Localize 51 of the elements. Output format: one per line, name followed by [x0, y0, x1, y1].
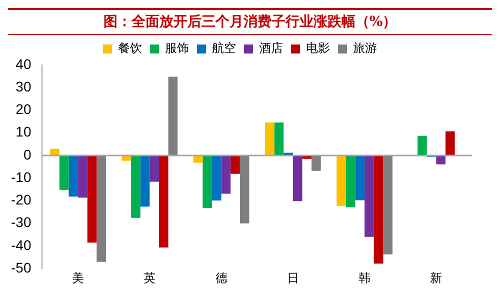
bar [78, 155, 88, 198]
chart-title: 图：全面放开后三个月消费子行业涨跌幅（%） [102, 13, 398, 32]
bar [158, 155, 168, 248]
x-tick-label: 新 [430, 270, 442, 285]
bar [336, 155, 346, 206]
bar [168, 76, 178, 156]
x-tick-label: 美 [72, 270, 84, 285]
x-tick-label: 英 [144, 270, 156, 285]
bar [274, 122, 284, 156]
y-tick-label: 0 [23, 146, 32, 162]
bar [264, 122, 274, 156]
bar [96, 155, 106, 262]
bar [355, 155, 365, 200]
y-tick-label: -30 [11, 214, 32, 230]
y-tick-label: 30 [16, 78, 32, 94]
bar [212, 155, 222, 201]
bar [131, 155, 140, 218]
legend-label: 服饰 [165, 41, 189, 56]
legend-label: 航空 [212, 41, 236, 56]
y-tick-label: -40 [11, 236, 32, 253]
y-tick-label: 20 [16, 101, 32, 118]
y-tick-label: 10 [16, 124, 32, 140]
legend-label: 电影 [306, 41, 330, 56]
bar [346, 155, 356, 208]
y-tick-label: -10 [11, 168, 32, 185]
y-tick-label: -20 [11, 192, 32, 208]
legend-label: 酒店 [259, 41, 283, 56]
bar [150, 155, 159, 182]
bar [436, 155, 446, 164]
bar [87, 155, 97, 243]
legend-label: 餐饮 [118, 41, 142, 56]
bar [202, 155, 212, 208]
bar [418, 136, 427, 156]
bar [59, 155, 69, 190]
legend-label: 旅游 [353, 41, 377, 56]
bar [364, 155, 374, 237]
bar [230, 155, 240, 174]
x-tick-label: 日 [286, 270, 299, 285]
bar [292, 155, 302, 202]
bar [312, 155, 321, 171]
bar [240, 155, 250, 224]
bar [221, 155, 231, 194]
bar [446, 131, 455, 156]
y-tick-label: 40 [16, 56, 32, 72]
bar [374, 155, 384, 264]
x-tick-label: 德 [215, 270, 228, 285]
y-tick-label: -50 [11, 259, 32, 276]
x-tick-label: 韩 [358, 270, 371, 285]
bar [383, 155, 392, 254]
bar [140, 155, 150, 207]
bar [68, 155, 78, 197]
